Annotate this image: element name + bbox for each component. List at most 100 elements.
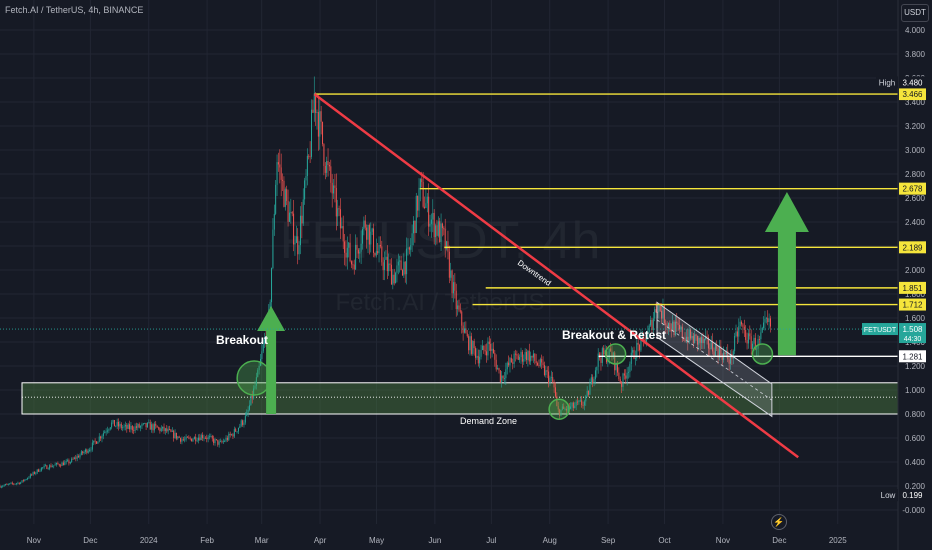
candle-body — [337, 208, 339, 217]
candle-body — [257, 370, 259, 378]
x-tick-label: Oct — [658, 536, 671, 545]
candle-body — [271, 268, 273, 303]
candle-body — [164, 428, 166, 432]
y-tick-label: 1.800 — [905, 290, 926, 299]
candle-body — [669, 323, 671, 329]
candle-body — [396, 265, 398, 273]
candle-body — [169, 429, 171, 431]
candle-body — [663, 305, 665, 324]
demand-zone-box — [21, 382, 899, 415]
candle-body — [684, 338, 686, 342]
candle-body — [253, 388, 255, 399]
candle-body — [148, 422, 150, 424]
low-value-bg — [899, 489, 926, 502]
candle-body — [57, 462, 59, 465]
candle-body — [377, 251, 379, 254]
y-tick-label: 0.800 — [905, 410, 926, 419]
candle-body — [39, 470, 41, 472]
candle-body — [366, 227, 368, 240]
candle-body — [494, 353, 496, 360]
candle-body — [142, 423, 144, 425]
currency-button[interactable]: USDT — [901, 4, 929, 22]
candle-body — [35, 472, 37, 474]
candle-body — [509, 358, 511, 366]
candle-body — [64, 462, 66, 466]
candle-body — [232, 434, 234, 437]
candle-body — [681, 326, 683, 338]
candle-body — [589, 384, 591, 395]
candle-body — [575, 401, 577, 406]
candle-body — [138, 424, 140, 428]
candle-body — [552, 377, 554, 382]
candle-body — [56, 462, 58, 465]
candle-body — [215, 439, 217, 441]
candle-body — [404, 261, 406, 275]
candle-body — [579, 400, 581, 402]
current-price: 1.508 — [902, 325, 923, 334]
candle-body — [206, 437, 208, 440]
y-tick-label: 3.800 — [905, 50, 926, 59]
candle-body — [42, 467, 44, 469]
candle-body — [254, 385, 256, 389]
x-tick-label: Apr — [314, 536, 327, 545]
candle-body — [209, 436, 211, 438]
candle-body — [31, 474, 33, 476]
candle-body — [440, 223, 442, 242]
candle-body — [597, 353, 599, 367]
candle-body — [749, 333, 751, 337]
highlight-circle — [548, 398, 570, 420]
candle-body — [588, 391, 590, 395]
candle-body — [661, 310, 663, 319]
candle-body — [357, 249, 359, 254]
x-tick-label: 2025 — [829, 536, 847, 545]
candle-body — [622, 373, 624, 387]
candle-body — [718, 346, 720, 358]
candle-body — [637, 342, 639, 345]
candle-body — [498, 368, 500, 371]
candle-body — [134, 426, 136, 431]
candle-body — [146, 422, 148, 428]
candle-body — [242, 420, 244, 425]
low-label: Low — [881, 491, 896, 500]
candle-body — [710, 340, 712, 349]
candle-body — [301, 215, 303, 224]
candle-body — [265, 337, 267, 342]
candle-body — [174, 432, 176, 439]
candle-body — [123, 426, 125, 428]
candle-body — [3, 485, 5, 487]
candle-body — [181, 439, 183, 442]
candle-body — [410, 245, 412, 250]
high-label: High — [879, 78, 895, 87]
candle-body — [390, 264, 392, 285]
candle-body — [457, 305, 459, 310]
candle-body — [93, 440, 95, 443]
candle-body — [319, 111, 321, 137]
y-tick-label: 0.200 — [905, 482, 926, 491]
candle-body — [379, 244, 381, 247]
candle-body — [275, 184, 277, 214]
lightning-icon[interactable]: ⚡ — [771, 514, 787, 530]
candle-body — [614, 352, 616, 371]
candle-body — [428, 196, 430, 227]
level-price-tag: 1.712 — [902, 301, 923, 310]
candle-body — [75, 457, 77, 459]
candle-body — [346, 247, 348, 258]
candle-body — [735, 331, 737, 336]
candle-body — [22, 480, 24, 482]
candle-body — [333, 185, 335, 194]
time-axis[interactable]: Nov Dec 2024 Feb Mar Apr May Jun Jul Aug Sep Oct Nov… — [27, 536, 847, 545]
candle-body — [581, 400, 583, 406]
candle-body — [324, 165, 326, 173]
candle-body — [769, 318, 771, 327]
candle-body — [24, 479, 26, 481]
candle-body — [594, 370, 596, 380]
x-tick-label: Jul — [486, 536, 496, 545]
candle-body — [158, 427, 160, 429]
candle-body — [452, 282, 454, 294]
candle-body — [752, 343, 754, 350]
candle-body — [400, 260, 402, 270]
candle-body — [408, 247, 410, 250]
candle-body — [386, 256, 388, 272]
candle-body — [481, 345, 483, 351]
